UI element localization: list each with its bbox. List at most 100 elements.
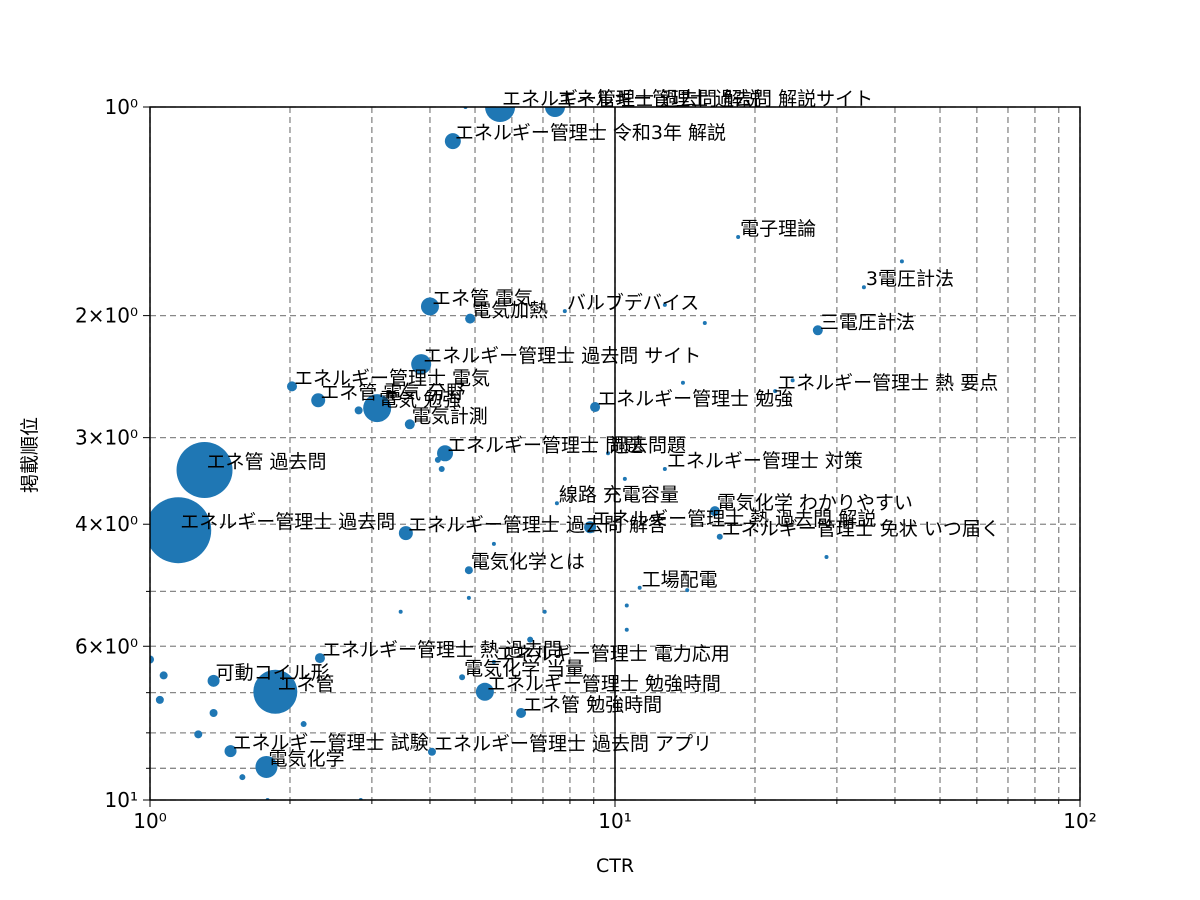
point-label: エネルギー管理士 熱 要点 xyxy=(777,372,998,394)
bubble xyxy=(542,609,547,614)
plot xyxy=(150,107,904,800)
bubble xyxy=(150,497,212,564)
bubble xyxy=(465,313,476,324)
bubble xyxy=(207,674,220,687)
point-label: エネルギー管理士 過去問 解説サイト xyxy=(557,88,873,110)
y-tick-label: 10⁰ xyxy=(105,95,138,119)
point-label: エネルギー管理士 試験 xyxy=(233,732,429,754)
bubble xyxy=(437,445,454,462)
point-label: エネ管 勉強時間 xyxy=(523,694,662,716)
y-tick-label: 3×10⁰ xyxy=(75,426,138,450)
bubble xyxy=(444,133,461,150)
bubble xyxy=(812,325,823,336)
bubble xyxy=(464,566,473,575)
point-label: エネルギー管理士 過去問 xyxy=(180,511,395,533)
point-label: エネルギー管理士 過去問 解説 xyxy=(502,88,761,110)
bubble xyxy=(680,380,685,385)
bubble xyxy=(773,389,778,394)
point-label: 電気加熱 xyxy=(472,300,548,322)
point-label: エネ管 過去問 xyxy=(207,451,327,473)
point-label: エネルギー管理士 対策 xyxy=(667,450,863,472)
bubble xyxy=(286,381,297,392)
point-label: エネルギー管理士 熱 過去問 解説 xyxy=(592,508,876,530)
bubble xyxy=(363,394,392,423)
bubble xyxy=(824,554,829,559)
point-label: エネ管 xyxy=(277,673,334,695)
point-label: エネ管 電気 xyxy=(432,287,533,309)
y-tick-label: 4×10⁰ xyxy=(75,512,138,536)
bubble xyxy=(159,671,168,680)
point-label: エネルギー管理士 過去問 アプリ xyxy=(434,733,712,755)
x-tick-label: 10⁰ xyxy=(133,809,166,833)
point-label: 過去問題 xyxy=(610,434,686,456)
bubble xyxy=(398,526,413,541)
bubble xyxy=(491,541,496,546)
point-label: エネルギー管理士 免状 いつ届く xyxy=(722,518,1000,540)
y-tick-label: 2×10⁰ xyxy=(75,304,138,328)
point-label: エネルギー管理士 過去問 解答 xyxy=(408,514,667,536)
y-axis-label: 掲載順位 xyxy=(19,417,41,493)
point-label: 可動コイル形 xyxy=(216,662,330,684)
point-label: 電気 勉強 xyxy=(379,389,461,411)
bubble xyxy=(899,259,904,264)
point-label: 3電圧計法 xyxy=(866,268,954,290)
bubble xyxy=(311,393,326,408)
bubble xyxy=(459,674,466,681)
point-label: エネ管 電気 分野 xyxy=(320,381,465,403)
bubble xyxy=(584,521,597,534)
point-label: バルブデバイス xyxy=(567,291,699,314)
bubble xyxy=(861,285,866,290)
bubble xyxy=(300,721,307,728)
point-label: エネルギー管理士 問題 xyxy=(447,434,643,456)
bubble xyxy=(253,669,298,714)
x-axis-label: CTR xyxy=(596,855,634,877)
bubble xyxy=(622,476,627,481)
bubble xyxy=(662,302,667,307)
bubble xyxy=(411,354,432,375)
bubble xyxy=(606,451,611,456)
bubble xyxy=(475,682,494,701)
point-label: 線路 充電容量 xyxy=(559,484,679,506)
bubble xyxy=(434,456,441,463)
point-label: エネルギー管理士 令和3年 解説 xyxy=(455,122,726,144)
bubble xyxy=(239,774,246,781)
bubble xyxy=(485,107,516,122)
bubble xyxy=(709,506,720,517)
bubble xyxy=(176,441,233,498)
point-label: エネルギー管理士 電力応用 xyxy=(496,643,730,665)
y-tick-label: 10¹ xyxy=(105,788,138,812)
bubble xyxy=(398,609,403,614)
bubble xyxy=(545,107,566,117)
point-label: 三電圧計法 xyxy=(820,311,915,333)
bubble xyxy=(562,309,567,314)
bubble xyxy=(790,378,795,383)
point-label: 電子理論 xyxy=(740,218,816,240)
bubble xyxy=(716,533,723,540)
point-label: 電気化学 わかりやすい xyxy=(717,492,913,514)
x-tick-label: 10¹ xyxy=(598,809,631,833)
bubble xyxy=(624,627,629,632)
point-label: 電気化学 xyxy=(268,748,344,770)
x-tick-label: 10² xyxy=(1063,809,1096,833)
plot-frame xyxy=(149,106,1081,801)
point-label: エネルギー管理士 勉強時間 xyxy=(487,673,721,695)
point-label: 電気化学 当量 xyxy=(464,658,584,680)
bubble xyxy=(637,585,642,590)
point-label: 電気化学とは xyxy=(471,551,585,573)
bubble xyxy=(209,709,218,718)
bubble xyxy=(194,730,203,739)
bubble xyxy=(736,234,741,239)
point-label: 工場配電 xyxy=(642,569,718,591)
bubble xyxy=(516,708,527,719)
bubble xyxy=(404,419,415,430)
y-tick-label: 6×10⁰ xyxy=(75,634,138,658)
bubble xyxy=(527,636,534,643)
bubble xyxy=(466,595,471,600)
point-label: エネルギー管理士 勉強 xyxy=(597,388,793,410)
point-label: エネルギー管理士 熱 過去問 xyxy=(322,639,562,661)
bubble xyxy=(438,466,445,473)
bubble xyxy=(354,406,363,415)
bubble xyxy=(590,402,601,413)
bubble xyxy=(624,603,629,608)
